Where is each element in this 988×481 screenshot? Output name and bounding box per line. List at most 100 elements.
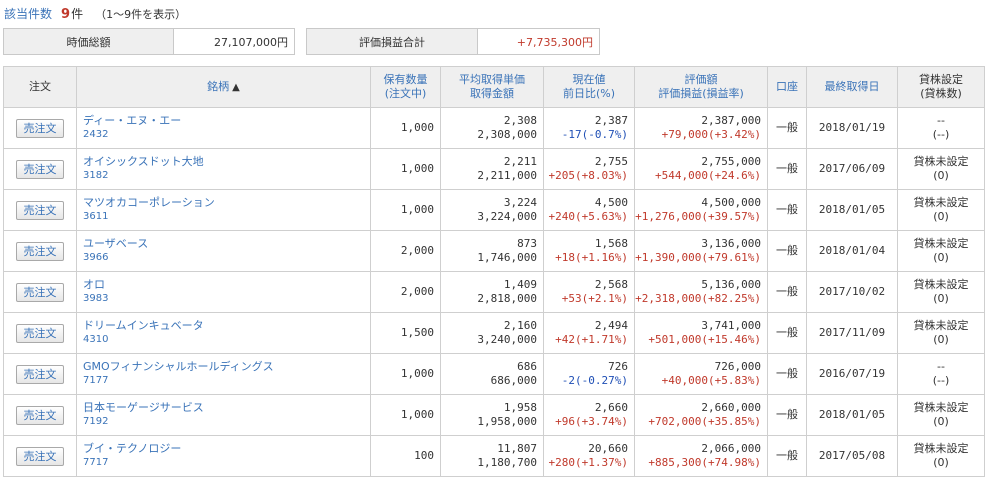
lending-cell: -- (--) — [897, 107, 985, 149]
account-cell: 一般 — [767, 189, 807, 231]
stock-code-link[interactable]: 3966 — [83, 252, 109, 263]
valuation: 2,387,000 — [701, 114, 761, 127]
sell-order-button[interactable]: 売注文 — [16, 446, 64, 466]
sell-order-button[interactable]: 売注文 — [16, 241, 64, 261]
order-cell: 売注文 — [3, 148, 77, 190]
col-quantity[interactable]: 保有数量 (注文中) — [370, 66, 441, 108]
lending-count: (0) — [933, 333, 949, 346]
current-price: 2,660 — [594, 401, 628, 414]
last-acquired-date: 2018/01/05 — [818, 203, 886, 216]
current-price-cell: 2,660 +96(+3.74%) — [543, 394, 635, 436]
last-date-cell: 2017/05/08 — [806, 435, 898, 477]
stock-code-link[interactable]: 3182 — [83, 170, 109, 181]
valuation-cell: 3,741,000 +501,000(+15.46%) — [634, 312, 768, 354]
profit-loss: +885,300(+74.98%) — [648, 456, 761, 469]
lending-cell: 貸株未設定 (0) — [897, 189, 985, 231]
col-account[interactable]: 口座 — [767, 66, 807, 108]
account-cell: 一般 — [767, 312, 807, 354]
last-date-cell: 2018/01/05 — [806, 394, 898, 436]
day-change: +205(+8.03%) — [548, 169, 628, 182]
lending-count: (0) — [933, 169, 949, 182]
quantity: 2,000 — [400, 244, 434, 257]
stock-code-link[interactable]: 4310 — [83, 334, 109, 345]
stock-name-link[interactable]: オイシックスドット大地 — [83, 155, 204, 168]
sell-order-button[interactable]: 売注文 — [16, 118, 64, 138]
account-type: 一般 — [776, 162, 798, 175]
order-cell: 売注文 — [3, 271, 77, 313]
lending-status: -- — [937, 360, 945, 373]
last-date-cell: 2018/01/19 — [806, 107, 898, 149]
valuation: 4,500,000 — [701, 196, 761, 209]
quantity: 1,000 — [400, 408, 434, 421]
avg-price: 873 — [517, 237, 537, 250]
day-change: -17(-0.7%) — [561, 128, 628, 141]
acquisition-cost: 1,958,000 — [477, 415, 537, 428]
valuation: 2,066,000 — [701, 442, 761, 455]
stock-code-link[interactable]: 3983 — [83, 293, 109, 304]
order-cell: 売注文 — [3, 435, 77, 477]
stock-code-link[interactable]: 7177 — [83, 375, 109, 386]
order-cell: 売注文 — [3, 230, 77, 272]
stock-name-link[interactable]: ディー・エヌ・エー — [83, 114, 182, 127]
current-price: 20,660 — [588, 442, 628, 455]
col-valuation[interactable]: 評価額 評価損益(損益率) — [634, 66, 768, 108]
col-avg-price[interactable]: 平均取得単価 取得金額 — [440, 66, 544, 108]
lending-count: (0) — [933, 210, 949, 223]
stock-code-link[interactable]: 7717 — [83, 457, 109, 468]
sell-order-button[interactable]: 売注文 — [16, 282, 64, 302]
stock-name-link[interactable]: オロ — [83, 278, 105, 291]
quantity: 2,000 — [400, 285, 434, 298]
col-stock[interactable]: 銘柄 ▲ — [76, 66, 371, 108]
sell-order-button[interactable]: 売注文 — [16, 200, 64, 220]
account-type: 一般 — [776, 203, 798, 216]
avg-price-cell: 686 686,000 — [440, 353, 544, 395]
stock-code-link[interactable]: 7192 — [83, 416, 109, 427]
sell-order-button[interactable]: 売注文 — [16, 364, 64, 384]
lending-status: 貸株未設定 — [913, 319, 969, 332]
stock-code-link[interactable]: 2432 — [83, 129, 109, 140]
profit-loss-amount: +7,735,300円 — [478, 29, 599, 54]
lending-count: (0) — [933, 456, 949, 469]
table-row: 売注文 ディー・エヌ・エー 2432 1,000 2,308 2,308,000 2,387… — [3, 107, 985, 149]
sell-order-button[interactable]: 売注文 — [16, 405, 64, 425]
stock-name-link[interactable]: ドリームインキュベータ — [83, 319, 204, 332]
quantity-cell: 2,000 — [370, 230, 441, 272]
profit-loss: +544,000(+24.6%) — [655, 169, 761, 182]
valuation-cell: 2,387,000 +79,000(+3.42%) — [634, 107, 768, 149]
market-value-amount: 27,107,000円 — [174, 29, 294, 54]
lending-count: (--) — [932, 128, 950, 141]
col-last-date[interactable]: 最終取得日 — [806, 66, 898, 108]
current-price-cell: 726 -2(-0.27%) — [543, 353, 635, 395]
stock-name-link[interactable]: GMOフィナンシャルホールディングス — [83, 360, 274, 373]
acquisition-cost: 1,746,000 — [477, 251, 537, 264]
last-date-cell: 2017/06/09 — [806, 148, 898, 190]
last-acquired-date: 2016/07/19 — [818, 367, 886, 380]
stock-code-link[interactable]: 3611 — [83, 211, 109, 222]
acquisition-cost: 3,240,000 — [477, 333, 537, 346]
stock-name-link[interactable]: マツオカコーポレーション — [83, 196, 215, 209]
col-current-price[interactable]: 現在値 前日比(%) — [543, 66, 635, 108]
market-value-label: 時価総額 — [4, 29, 174, 54]
last-date-cell: 2018/01/05 — [806, 189, 898, 231]
last-acquired-date: 2018/01/19 — [818, 121, 886, 134]
stock-name-link[interactable]: 日本モーゲージサービス — [83, 401, 204, 414]
last-acquired-date: 2017/05/08 — [818, 449, 886, 462]
market-value-summary: 時価総額 27,107,000円 — [3, 28, 295, 55]
order-cell: 売注文 — [3, 189, 77, 231]
last-acquired-date: 2018/01/04 — [818, 244, 886, 257]
current-price: 2,387 — [594, 114, 628, 127]
valuation-cell: 4,500,000 +1,276,000(+39.57%) — [634, 189, 768, 231]
current-price-cell: 2,494 +42(+1.71%) — [543, 312, 635, 354]
quantity-cell: 1,000 — [370, 189, 441, 231]
sell-order-button[interactable]: 売注文 — [16, 323, 64, 343]
account-type: 一般 — [776, 121, 798, 134]
day-change: +42(+1.71%) — [555, 333, 628, 346]
acquisition-cost: 3,224,000 — [477, 210, 537, 223]
stock-name-link[interactable]: ブイ・テクノロジー — [83, 442, 182, 455]
col-order: 注文 — [3, 66, 77, 108]
stock-name-link[interactable]: ユーザベース — [83, 237, 149, 250]
profit-loss: +1,276,000(+39.57%) — [635, 210, 761, 223]
quantity: 1,000 — [400, 121, 434, 134]
profit-loss: +2,318,000(+82.25%) — [635, 292, 761, 305]
sell-order-button[interactable]: 売注文 — [16, 159, 64, 179]
